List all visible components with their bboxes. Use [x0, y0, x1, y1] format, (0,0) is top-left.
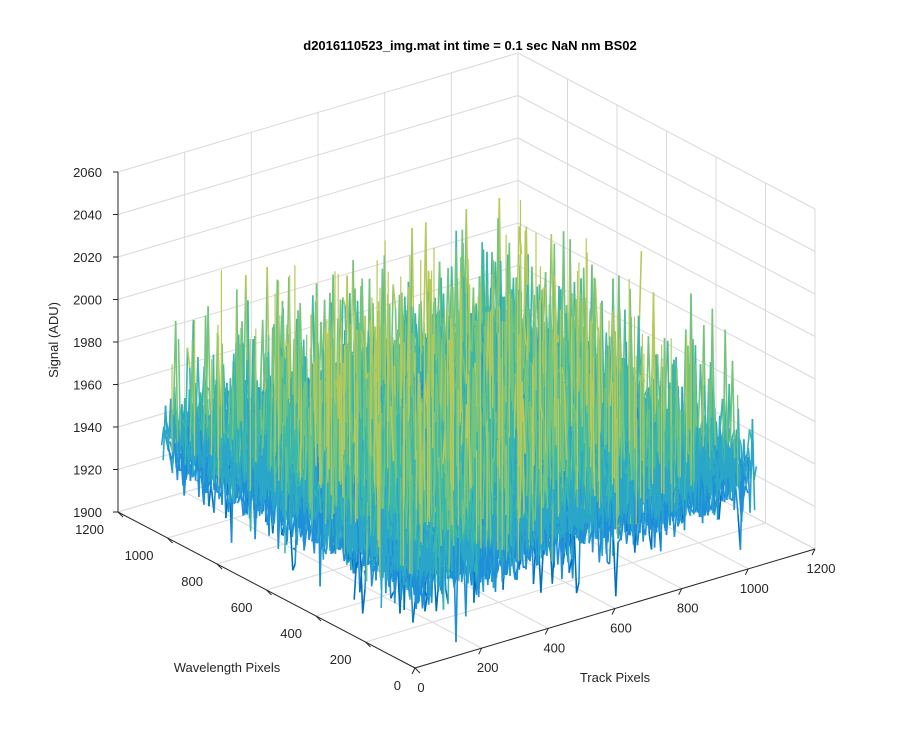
wall-grid-y-horizontal — [517, 52, 816, 210]
wall-grid-x-horizontal — [117, 137, 519, 258]
surface-segment — [173, 400, 178, 433]
surface-segment — [160, 426, 165, 446]
wall-grid-x-horizontal — [117, 52, 519, 173]
wall-grid-y-horizontal — [517, 137, 816, 295]
wall-grid-x-horizontal — [117, 180, 519, 300]
surface-segment — [167, 444, 172, 461]
wall-grid-y-horizontal — [517, 222, 816, 380]
surface-segment — [165, 421, 170, 437]
wall-grid-y-horizontal — [517, 265, 816, 422]
surface-segment — [162, 405, 167, 461]
wall-grid-y-horizontal — [517, 95, 816, 252]
surface-segment — [173, 422, 177, 431]
wall-grid-x-horizontal — [117, 222, 519, 343]
surface-segment — [207, 306, 212, 423]
surface-mesh — [160, 197, 758, 643]
floor-grid-y — [365, 522, 766, 643]
surface-segment — [169, 454, 174, 461]
wall-grid-y-horizontal — [517, 180, 816, 337]
wall-grid-x-horizontal — [117, 95, 519, 215]
